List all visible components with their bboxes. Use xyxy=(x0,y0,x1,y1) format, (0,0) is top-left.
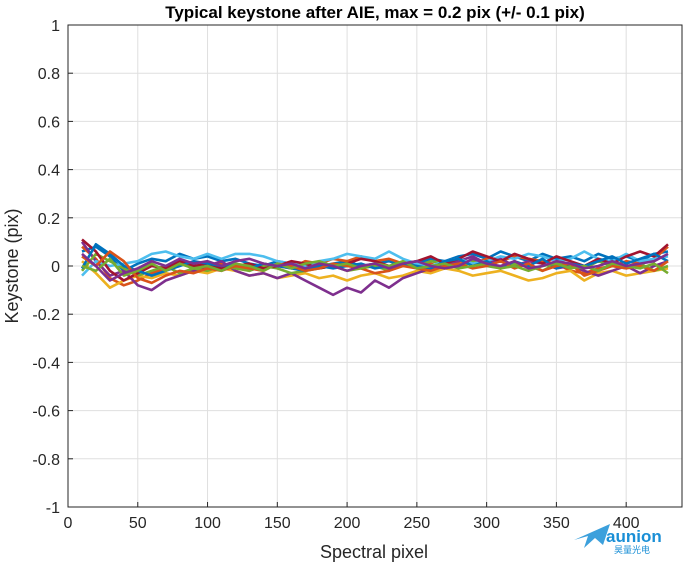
watermark-sub: 昊量光电 xyxy=(614,544,650,555)
y-tick-label: -0.6 xyxy=(32,404,60,421)
series-line-11 xyxy=(81,252,669,282)
x-tick-label: 50 xyxy=(129,515,147,532)
chart-title: Typical keystone after AIE, max = 0.2 pi… xyxy=(165,3,585,22)
x-tick-label: 400 xyxy=(613,515,640,532)
y-tick-label: 0 xyxy=(51,259,60,276)
y-tick-label: -0.4 xyxy=(32,355,60,372)
y-tick-label: 1 xyxy=(51,18,60,35)
y-tick-label: 0.2 xyxy=(38,211,60,228)
x-axis-label: Spectral pixel xyxy=(320,542,428,562)
x-tick-label: 250 xyxy=(404,515,431,532)
y-axis-label: Keystone (pix) xyxy=(2,208,22,323)
plane-logo-icon xyxy=(574,524,610,548)
x-tick-label: 150 xyxy=(264,515,291,532)
y-tick-label: 0.4 xyxy=(38,163,60,180)
x-tick-label: 200 xyxy=(334,515,361,532)
series-line-5 xyxy=(80,252,669,277)
series-line-6 xyxy=(81,250,669,277)
x-tick-label: 350 xyxy=(543,515,570,532)
x-tick-label: 0 xyxy=(64,515,73,532)
y-tick-label: 0.6 xyxy=(38,114,60,131)
watermark-brand: aunion xyxy=(606,527,662,546)
y-tick-label: -0.8 xyxy=(32,452,60,469)
y-tick-label: 0.8 xyxy=(38,66,60,83)
x-tick-label: 300 xyxy=(473,515,500,532)
series-lines xyxy=(80,238,669,297)
y-tick-label: -0.2 xyxy=(32,307,60,324)
watermark-logo: aunion 昊量光电 xyxy=(574,524,662,555)
tick-labels: 0 50 100 150 200 250 300 350 400 -1 -0.8 -0.6 -0.4 -0… xyxy=(32,18,639,532)
x-tick-label: 100 xyxy=(194,515,221,532)
series-line-7 xyxy=(81,238,669,282)
y-tick-label: -1 xyxy=(46,500,60,517)
